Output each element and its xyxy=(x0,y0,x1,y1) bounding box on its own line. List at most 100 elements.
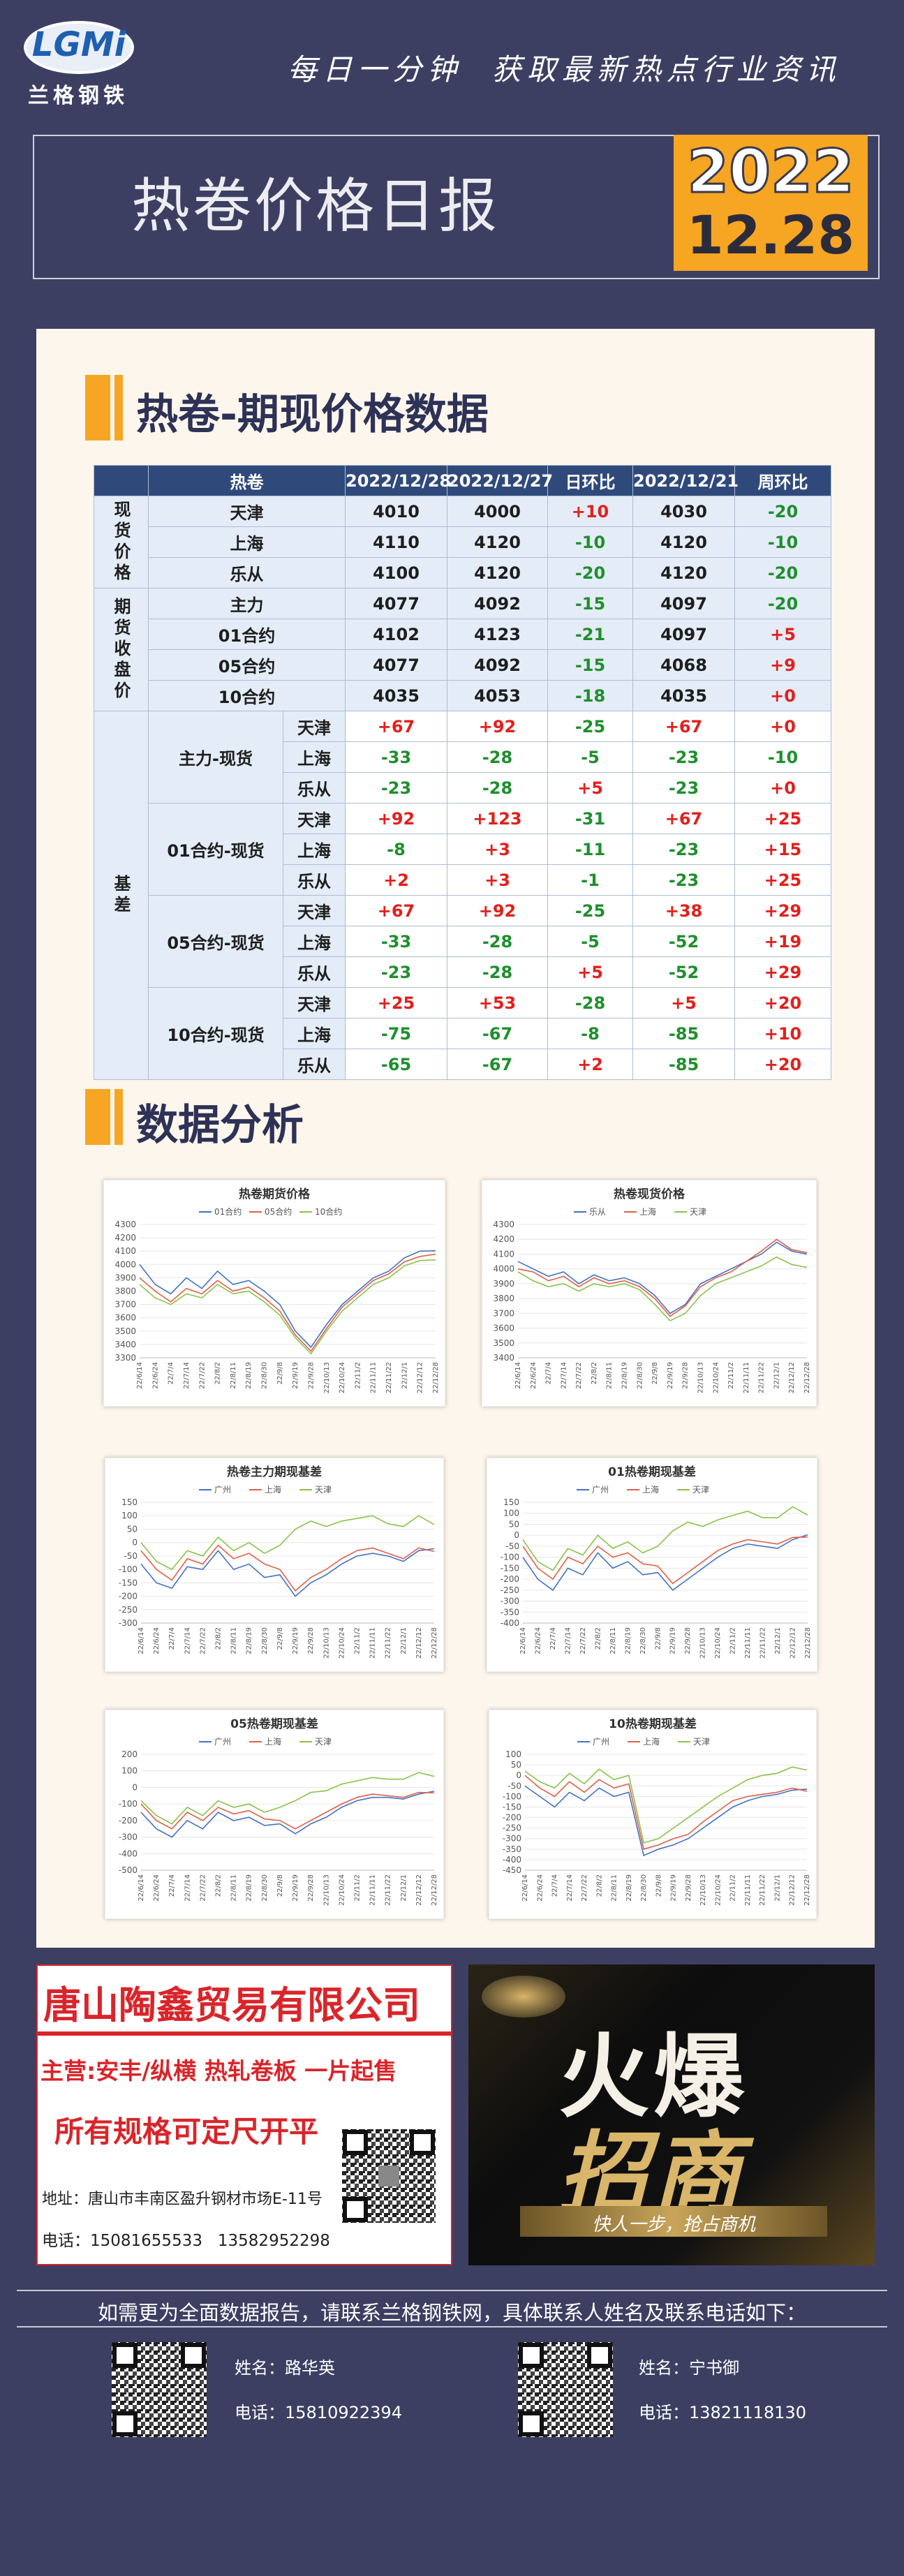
value-cell: +10 xyxy=(734,1018,831,1049)
legend-label: 天津 xyxy=(315,1737,332,1747)
x-tick-label: 22/7/22 xyxy=(579,1627,587,1655)
value-cell: 4120 xyxy=(632,557,735,589)
y-tick-label: 3700 xyxy=(493,1308,514,1318)
subgroup-label: 05合约-现货 xyxy=(148,895,283,988)
value-cell: -28 xyxy=(547,987,633,1019)
x-tick-label: 22/7/22 xyxy=(575,1362,583,1389)
divider xyxy=(17,2290,887,2291)
value-cell: +5 xyxy=(734,619,831,650)
row-label: 01合约 xyxy=(148,619,346,650)
chart-background xyxy=(482,1180,817,1407)
section-title: 热卷-期现价格数据 xyxy=(136,390,489,439)
row-label: 乐从 xyxy=(283,1049,346,1080)
value-cell: -23 xyxy=(632,741,735,773)
row-label: 上海 xyxy=(283,834,346,865)
y-tick-label: 3600 xyxy=(493,1324,514,1333)
x-tick-label: 22/9/19 xyxy=(292,1627,299,1655)
x-tick-label: 22/9/28 xyxy=(685,1874,692,1902)
x-tick-label: 22/12/12 xyxy=(415,1627,423,1659)
series-line xyxy=(524,1785,808,1856)
value-cell: +29 xyxy=(734,956,831,988)
x-tick-label: 22/8/2 xyxy=(594,1627,602,1650)
value-cell: -5 xyxy=(547,926,633,957)
y-tick-label: 0 xyxy=(514,1530,519,1540)
x-tick-label: 22/11/22 xyxy=(759,1874,766,1906)
row-label: 主力 xyxy=(148,588,346,619)
row-label: 天津 xyxy=(283,895,346,926)
legend-label: 广州 xyxy=(592,1485,609,1495)
x-tick-label: 22/10/24 xyxy=(714,1874,722,1906)
series-line xyxy=(140,1544,435,1592)
value-cell: +25 xyxy=(734,803,831,834)
y-tick-label: 4000 xyxy=(493,1264,514,1274)
price-table: 热卷 2022/12/28 2022/12/27 日环比 2022/12/21 周环比 现货… xyxy=(94,465,831,1080)
value-cell: -23 xyxy=(632,834,735,865)
x-tick-label: 22/9/8 xyxy=(655,1874,662,1897)
y-tick-label: 3900 xyxy=(493,1279,514,1289)
value-cell: 4097 xyxy=(632,619,735,650)
y-tick-label: -500 xyxy=(119,1865,138,1875)
qr-code xyxy=(518,2342,613,2437)
value-cell: 4035 xyxy=(632,680,735,711)
x-tick-label: 22/8/11 xyxy=(609,1627,617,1655)
x-tick-label: 22/9/8 xyxy=(276,1627,284,1650)
y-tick-label: 4100 xyxy=(114,1246,136,1256)
legend-label: 天津 xyxy=(690,1207,706,1217)
date-year: 2022 xyxy=(686,136,855,208)
y-tick-label: 0 xyxy=(132,1538,138,1548)
value-cell: 4100 xyxy=(345,557,447,589)
y-tick-label: -250 xyxy=(503,1823,521,1833)
table-row: 现货价格 天津 4010 4000 +10 4030 -20 xyxy=(94,496,831,589)
value-cell: +92 xyxy=(447,895,548,926)
date-box xyxy=(674,135,868,271)
value-cell: -10 xyxy=(734,526,831,558)
x-tick-label: 22/11/11 xyxy=(369,1627,377,1659)
x-tick-label: 22/12/1 xyxy=(773,1362,780,1389)
y-tick-label: -250 xyxy=(501,1585,519,1595)
x-tick-label: 22/12/28 xyxy=(432,1362,440,1393)
value-cell: 4092 xyxy=(447,649,548,681)
x-tick-label: 22/12/12 xyxy=(415,1874,423,1906)
brand: 兰格钢铁 xyxy=(28,84,128,108)
y-tick-label: -150 xyxy=(503,1802,521,1812)
x-tick-label: 22/7/14 xyxy=(184,1874,191,1902)
value-cell: -31 xyxy=(547,803,633,834)
y-tick-label: -300 xyxy=(503,1834,521,1844)
legend-label: 天津 xyxy=(315,1485,332,1495)
value-cell: +5 xyxy=(547,772,633,804)
x-tick-label: 22/11/2 xyxy=(354,1362,362,1389)
value-cell: -11 xyxy=(547,834,633,865)
qr-code xyxy=(112,2342,207,2437)
table-row: 上海 -8 +3 -11 -23 +15 xyxy=(94,834,831,865)
value-cell: -28 xyxy=(447,772,548,804)
x-tick-label: 22/11/22 xyxy=(758,1362,766,1393)
y-tick-label: 0 xyxy=(132,1782,138,1792)
value-cell: +3 xyxy=(447,834,548,865)
series-line xyxy=(517,1238,808,1317)
x-tick-label: 22/9/8 xyxy=(276,1362,284,1384)
x-tick-label: 22/10/24 xyxy=(712,1362,720,1393)
x-tick-label: 22/7/4 xyxy=(168,1362,175,1384)
value-cell: 4110 xyxy=(345,526,447,558)
x-tick-label: 22/6/14 xyxy=(138,1627,145,1655)
contact-name: 姓名：路华英 xyxy=(235,2358,335,2378)
value-cell: -67 xyxy=(447,1049,548,1080)
value-cell: -25 xyxy=(547,895,633,926)
x-tick-label: 22/7/4 xyxy=(545,1362,553,1384)
header-row: 热卷 2022/12/28 2022/12/27 日环比 2022/12/21 周环比 xyxy=(94,465,831,496)
value-cell: 4053 xyxy=(447,680,548,711)
x-tick-label: 22/11/22 xyxy=(385,1627,392,1659)
y-tick-label: -50 xyxy=(507,1781,521,1791)
x-tick-label: 22/6/24 xyxy=(153,1874,161,1902)
x-tick-label: 22/11/2 xyxy=(727,1362,735,1389)
value-cell: -75 xyxy=(345,1018,447,1049)
ad-address: 地址：唐山市丰南区盈升钢材市场E-11号 xyxy=(42,2191,323,2208)
value-cell: +25 xyxy=(734,864,831,896)
value-cell: +0 xyxy=(734,711,831,742)
qr-code xyxy=(342,2129,436,2223)
value-cell: -28 xyxy=(447,926,548,957)
y-tick-label: -250 xyxy=(119,1605,138,1615)
value-cell: +67 xyxy=(632,803,735,834)
